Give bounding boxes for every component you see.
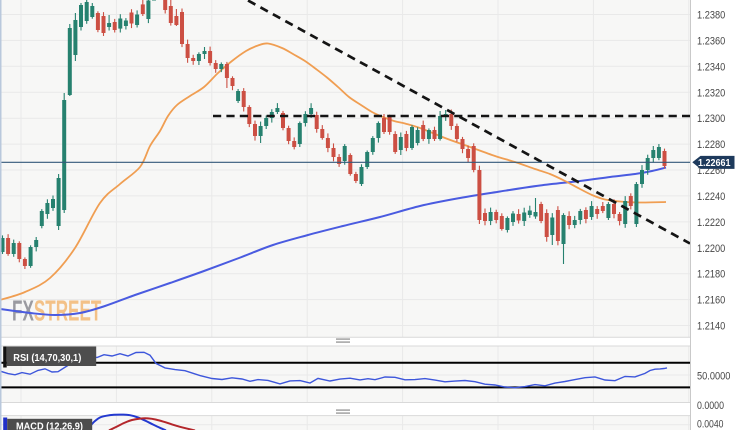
svg-text:1.2180: 1.2180	[697, 269, 725, 281]
svg-text:1.2340: 1.2340	[697, 61, 725, 73]
svg-text:RSI (14,70,30,1): RSI (14,70,30,1)	[13, 353, 81, 364]
svg-text:1.2380: 1.2380	[697, 10, 725, 22]
svg-text:MACD (12,26,9): MACD (12,26,9)	[16, 421, 83, 430]
svg-text:1.2160: 1.2160	[697, 295, 725, 307]
svg-text:1.2240: 1.2240	[697, 191, 725, 203]
svg-text:1.2300: 1.2300	[697, 113, 725, 125]
svg-text:1.2140: 1.2140	[697, 321, 725, 333]
svg-text:0.0000: 0.0000	[697, 400, 724, 412]
svg-text:1.2200: 1.2200	[697, 243, 725, 255]
svg-text:0.0040: 0.0040	[697, 418, 724, 430]
svg-text:1.2280: 1.2280	[697, 139, 725, 151]
svg-text:1.2220: 1.2220	[697, 217, 725, 229]
svg-text:50.0000: 50.0000	[697, 370, 730, 382]
svg-text:1.2320: 1.2320	[697, 87, 725, 99]
svg-text:1.2360: 1.2360	[697, 35, 725, 47]
svg-text:1.22661: 1.22661	[698, 158, 731, 169]
